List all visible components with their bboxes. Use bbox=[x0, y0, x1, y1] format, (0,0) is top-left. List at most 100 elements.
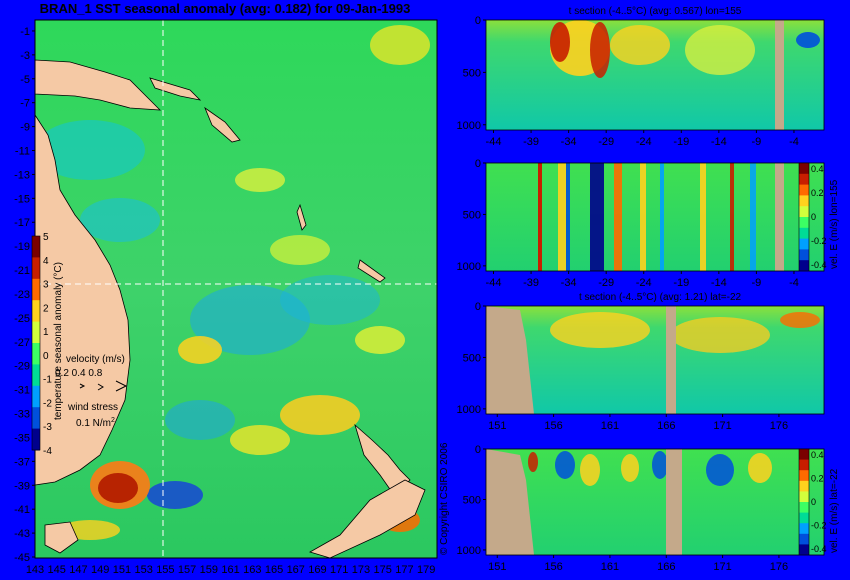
vel-colorbar-tick: 0.4 bbox=[811, 450, 824, 460]
new-zealand-north bbox=[354, 423, 411, 496]
panel-y-tick: 1000 bbox=[457, 545, 481, 557]
panel-x-tick: 166 bbox=[657, 561, 675, 573]
vel-colorbar-tick: 0.2 bbox=[811, 188, 824, 198]
map-x-tick: 155 bbox=[156, 564, 174, 576]
map-x-tick: 151 bbox=[113, 564, 131, 576]
map-y-tick: -33 bbox=[14, 409, 30, 421]
panel-y-tick: 500 bbox=[463, 494, 481, 506]
map-y-tick: -21 bbox=[14, 265, 30, 277]
map-y-tick: -17 bbox=[14, 217, 30, 229]
panel-x-tick: -19 bbox=[673, 277, 689, 289]
velocity-legend-values: 0.2 0.4 0.8 bbox=[55, 368, 103, 379]
map-y-tick: -5 bbox=[20, 74, 30, 86]
panel-x-tick: -44 bbox=[486, 136, 502, 148]
map-title: BRAN_1 SST seasonal anomaly (avg: 0.182)… bbox=[40, 1, 411, 16]
map-y-tick: -3 bbox=[20, 50, 30, 62]
map-x-tick: 153 bbox=[134, 564, 152, 576]
colorbar-cell bbox=[32, 300, 40, 323]
map-y-tick: -23 bbox=[14, 289, 30, 301]
panel-x-tick: -19 bbox=[673, 136, 689, 148]
colorbar-cell bbox=[32, 407, 40, 430]
vel-colorbar-tick: -0.4 bbox=[811, 544, 827, 554]
map-y-tick: -35 bbox=[14, 432, 30, 444]
map-y-tick: -45 bbox=[14, 552, 30, 564]
vel-colorbar-cell bbox=[799, 163, 809, 175]
vel-colorbar-cell bbox=[799, 206, 809, 218]
map-x-tick: 165 bbox=[265, 564, 283, 576]
panel-x-tick: -34 bbox=[561, 277, 577, 289]
map-x-tick: 179 bbox=[417, 564, 435, 576]
vel-colorbar-cell bbox=[799, 260, 809, 272]
panel-y-tick: 0 bbox=[475, 444, 481, 456]
velocity-legend-label: velocity (m/s) bbox=[66, 354, 125, 365]
panel-title: t section (-4..5°C) (avg: 1.21) lat=-22 bbox=[579, 292, 742, 303]
map-y-tick: -39 bbox=[14, 480, 30, 492]
vel-colorbar-cell bbox=[799, 470, 809, 482]
map-x-tick: 161 bbox=[221, 564, 239, 576]
panel-x-tick: 166 bbox=[657, 420, 675, 432]
vel-colorbar-cell bbox=[799, 227, 809, 240]
panel-y-tick: 0 bbox=[475, 301, 481, 313]
panel-y-tick: 1000 bbox=[457, 120, 481, 132]
map-x-tick: 147 bbox=[69, 564, 87, 576]
map-x-tick: 143 bbox=[26, 564, 44, 576]
colorbar-tick: -3 bbox=[43, 422, 52, 433]
panel-y-tick: 0 bbox=[475, 158, 481, 170]
vel-colorbar-cell bbox=[799, 173, 809, 186]
panel-vel-e-lon155: -44 -39 -34 -29 -24 -19 -14 -9 -4 0 500 1000 0.4 0.2 0… bbox=[457, 158, 840, 289]
vel-colorbar-tick: -0.2 bbox=[811, 236, 827, 246]
panel-y-tick: 1000 bbox=[457, 261, 481, 273]
map-x-tick: 149 bbox=[91, 564, 109, 576]
colorbar-label: temperature seasonal anomaly (°C) bbox=[53, 262, 64, 420]
section-land bbox=[775, 163, 784, 271]
panel-x-tick: -14 bbox=[711, 136, 727, 148]
panel-vel-e-lat-22: 151 156 161 166 171 176 0 500 1000 0.4 0.2 0 -0.2 -0.… bbox=[457, 444, 840, 573]
vel-colorbar-tick: 0.2 bbox=[811, 474, 824, 484]
section-land bbox=[486, 449, 534, 555]
panel-x-tick: -29 bbox=[598, 136, 614, 148]
colorbar-cell bbox=[32, 428, 40, 451]
map-x-tick: 163 bbox=[243, 564, 261, 576]
colorbar-cell bbox=[32, 385, 40, 408]
map-y-axis: -1 -3 -5 -7 -9 -11 -13 -15 -17 -19 -21 -23 -25 -27 -29… bbox=[14, 26, 35, 564]
vel-colorbar-cell bbox=[799, 238, 809, 250]
panel-x-tick: 156 bbox=[544, 420, 562, 432]
vel-colorbar-cell bbox=[799, 195, 809, 207]
copyright: © Copyright CSIRO 2006 bbox=[439, 442, 450, 555]
map-plot bbox=[34, 19, 438, 559]
map-x-tick: 171 bbox=[330, 564, 348, 576]
wind-stress-value: 0.1 N/m2 bbox=[76, 417, 115, 429]
panel-y-tick: 500 bbox=[463, 67, 481, 79]
section-land bbox=[666, 449, 682, 555]
colorbar-cell bbox=[32, 343, 40, 365]
panel-title: t section (-4..5°C) (avg: 0.567) lon=155 bbox=[569, 6, 742, 17]
panel-x-tick: -9 bbox=[752, 277, 762, 289]
map-y-tick: -9 bbox=[20, 122, 30, 134]
panel-x-tick: -39 bbox=[523, 277, 539, 289]
new-guinea bbox=[34, 59, 162, 111]
vel-colorbar-tick: 0 bbox=[811, 212, 816, 222]
tasmania bbox=[44, 521, 79, 554]
panel-x-tick: 176 bbox=[770, 420, 788, 432]
map-y-tick: -29 bbox=[14, 361, 30, 373]
section-land bbox=[775, 20, 784, 130]
panel-x-tick: 161 bbox=[601, 420, 619, 432]
map-y-tick: -1 bbox=[20, 26, 30, 38]
colorbar-tick: -1 bbox=[43, 375, 52, 386]
map-y-tick: -31 bbox=[14, 385, 30, 397]
map-y-tick: -25 bbox=[14, 313, 30, 325]
vel-colorbar-cell bbox=[799, 502, 809, 514]
section-land bbox=[486, 306, 534, 414]
vel-colorbar-cell bbox=[799, 523, 809, 535]
vel-colorbar-cell bbox=[799, 480, 809, 492]
vel-colorbar-tick: -0.2 bbox=[811, 521, 827, 531]
map-colorbar: 5 4 3 2 1 0 -1 -2 -3 -4 temperature seasonal anom… bbox=[31, 232, 64, 457]
map-x-tick: 175 bbox=[373, 564, 391, 576]
section-land bbox=[666, 306, 676, 414]
panel-t-section-lon155: t section (-4..5°C) (avg: 0.567) lon=155… bbox=[457, 6, 825, 148]
panel-x-tick: -29 bbox=[598, 277, 614, 289]
vel-colorbar-cell bbox=[799, 249, 809, 261]
map-y-tick: -15 bbox=[14, 193, 30, 205]
sst-anomaly-patches bbox=[35, 25, 430, 540]
